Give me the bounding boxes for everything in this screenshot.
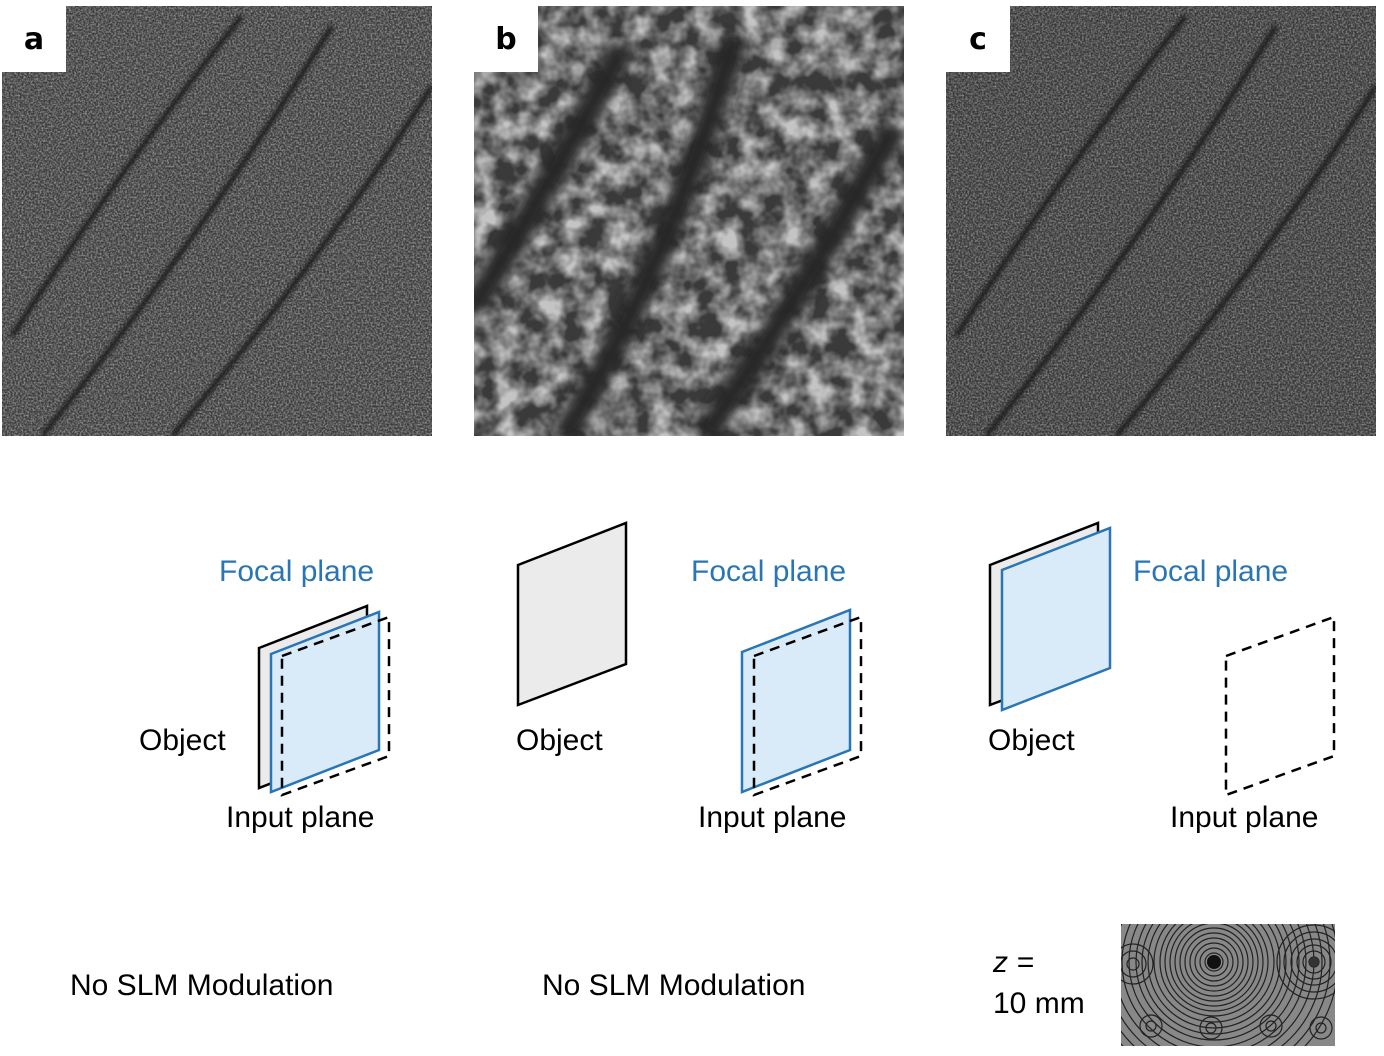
panel-c-image: c: [946, 6, 1376, 436]
panel-a-modulation-label: No SLM Modulation: [70, 969, 334, 1002]
panel-b-modulation-label: No SLM Modulation: [542, 969, 806, 1002]
panel-c-label: c: [946, 6, 1010, 72]
panel-b-input-plane: [752, 615, 863, 797]
panel-c-focal-plane: [1000, 526, 1112, 712]
panel-a-label: a: [2, 6, 66, 72]
panel-a-focal-plane-label: Focal plane: [219, 555, 375, 588]
panel-b-label: b: [474, 6, 538, 72]
panel-c-z-value: 10 mm: [993, 987, 1085, 1020]
panel-b-focal-plane: [740, 608, 852, 794]
panel-a-input-plane: [280, 615, 391, 797]
slm-pattern-inset: [1121, 924, 1335, 1046]
panel-b-image: b: [474, 6, 904, 436]
panel-c-object-label: Object: [988, 724, 1075, 757]
panel-b-object-plane: [516, 521, 628, 707]
panel-c-focal-plane-label: Focal plane: [1133, 555, 1289, 588]
panel-c-input-plane-label: Input plane: [1170, 801, 1319, 834]
panel-a-focal-plane: [269, 610, 381, 794]
panel-b-input-plane-label: Input plane: [698, 801, 847, 834]
panel-b-object-label: Object: [516, 724, 603, 757]
panel-c-input-plane: [1224, 615, 1336, 797]
panel-c-z-label: z =: [993, 946, 1034, 979]
panel-a-image: a: [2, 6, 432, 436]
panel-a-input-plane-label: Input plane: [226, 801, 375, 834]
panel-a-object-label: Object: [139, 724, 226, 757]
panel-b-focal-plane-label: Focal plane: [691, 555, 847, 588]
